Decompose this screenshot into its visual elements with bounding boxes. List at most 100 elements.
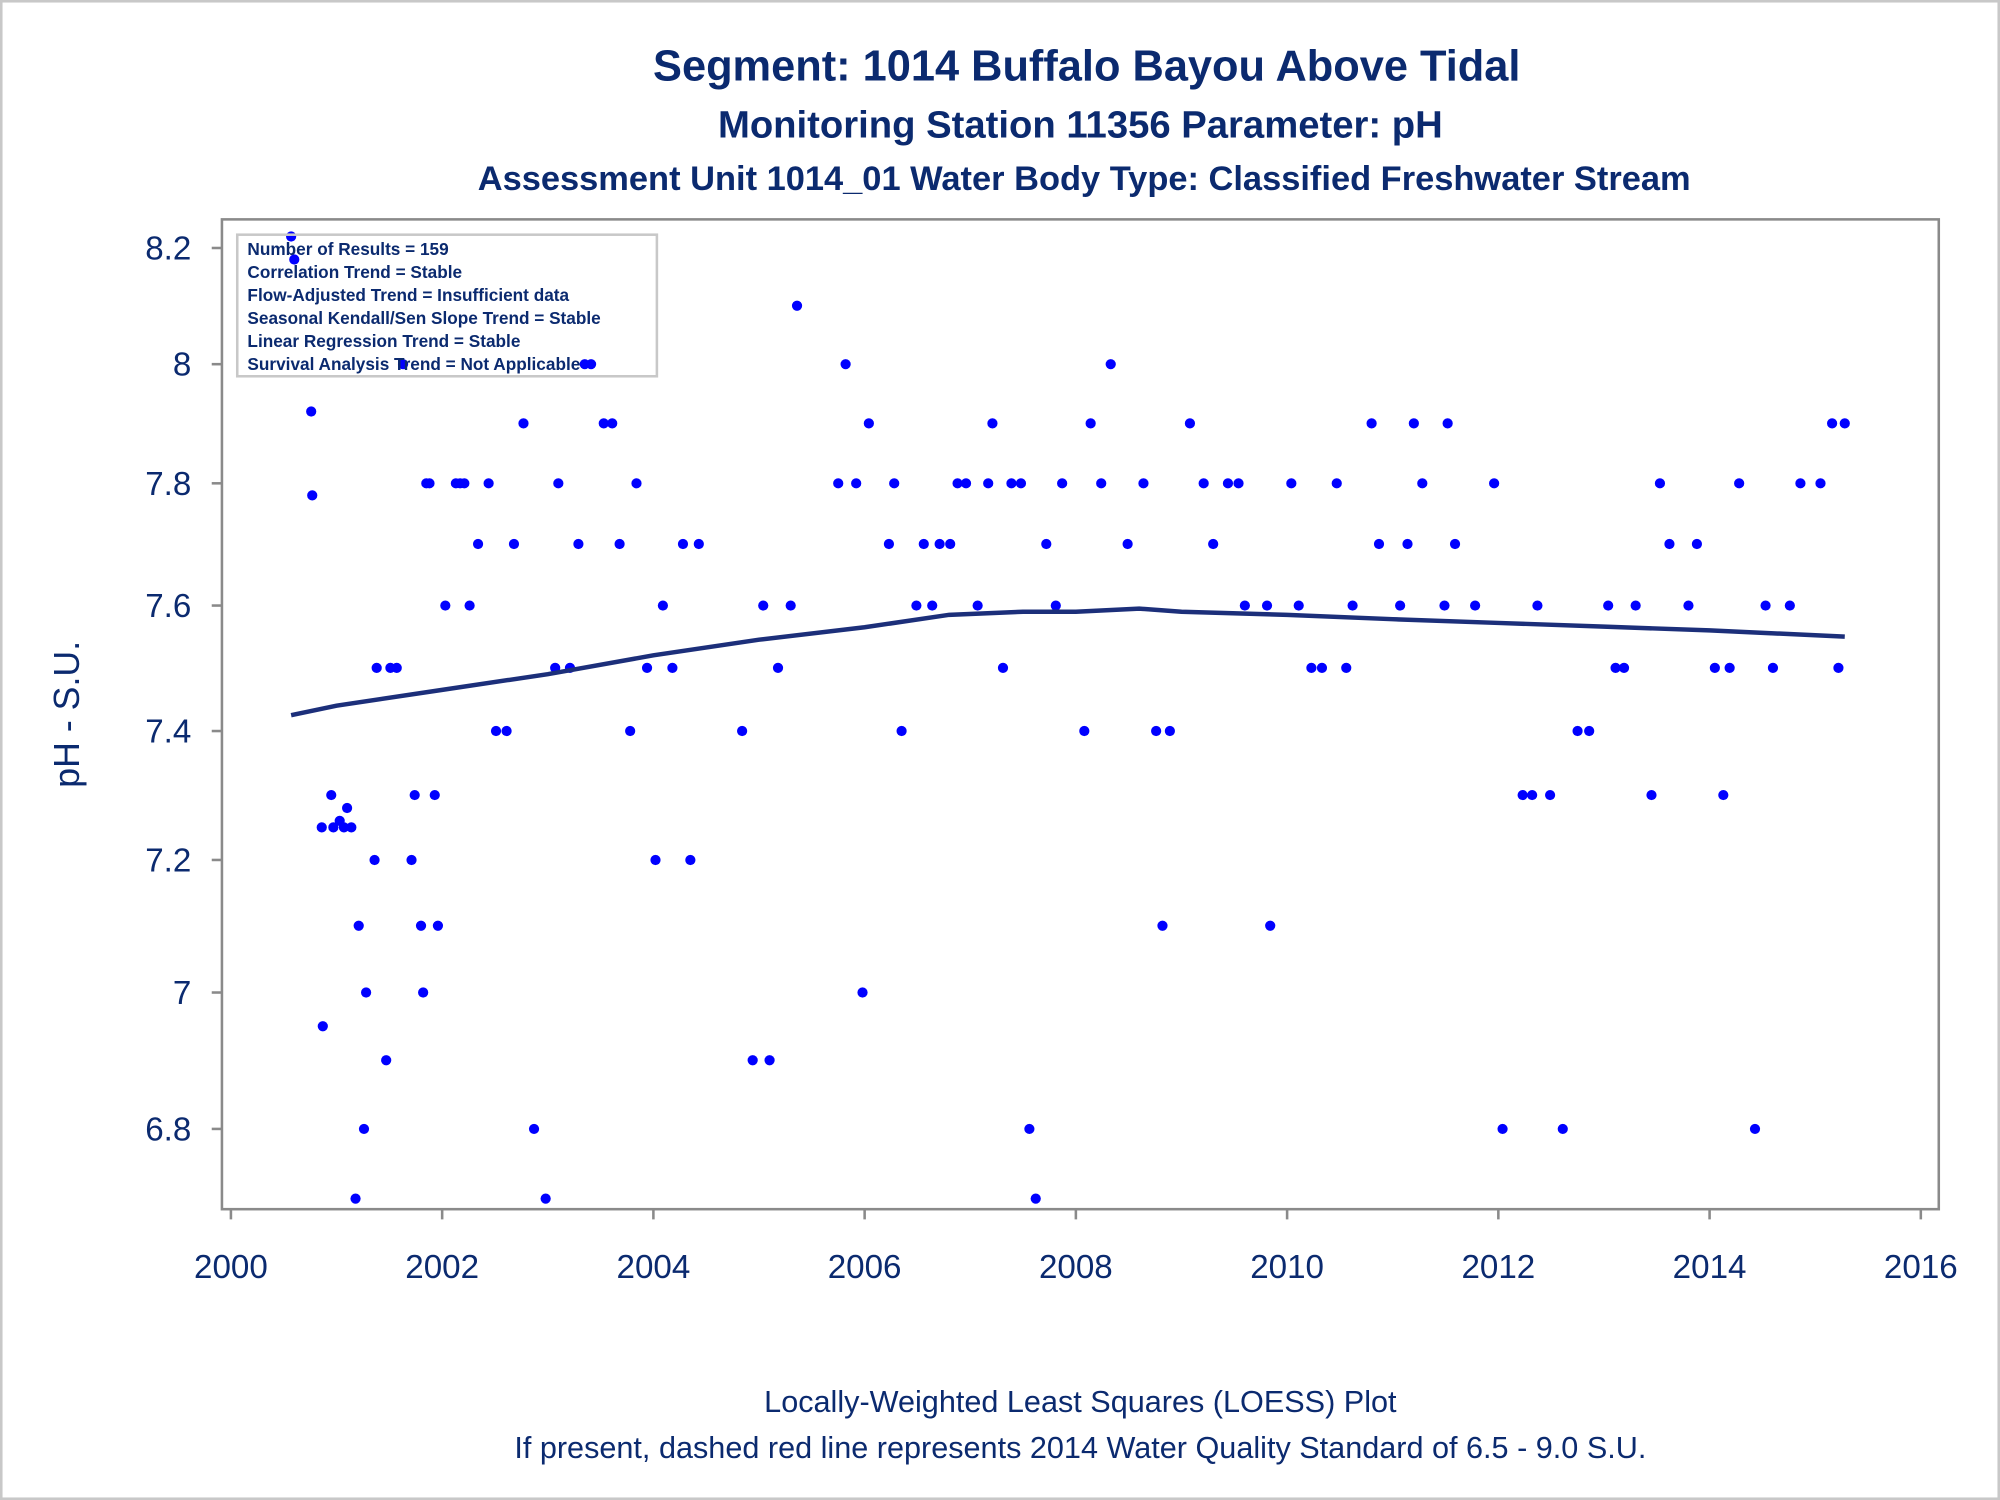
data-point — [1316, 662, 1328, 673]
data-point — [927, 600, 938, 611]
data-point — [987, 418, 998, 429]
x-tick-label: 2006 — [828, 1249, 902, 1286]
data-point — [1532, 600, 1543, 611]
data-point — [1261, 600, 1273, 611]
data-point — [918, 538, 929, 550]
data-point — [341, 802, 353, 814]
data-point — [397, 359, 409, 370]
data-point — [1341, 662, 1352, 673]
data-point — [1618, 662, 1630, 673]
data-point — [1664, 538, 1675, 550]
data-point — [1760, 600, 1771, 611]
data-point — [1610, 662, 1621, 673]
data-point — [518, 418, 529, 429]
y-tick-label: 7.8 — [145, 466, 191, 503]
data-point — [997, 662, 1009, 673]
data-point — [307, 490, 318, 501]
data-point — [440, 600, 451, 611]
data-point — [1006, 478, 1017, 489]
data-point — [1085, 418, 1096, 429]
data-point — [1691, 538, 1703, 550]
y-axis-label: pH - S.U. — [47, 641, 87, 788]
data-point — [1122, 538, 1133, 550]
data-point — [677, 538, 689, 550]
data-point — [353, 920, 364, 931]
data-point — [693, 538, 704, 550]
data-point — [911, 600, 922, 611]
data-point — [1826, 418, 1838, 429]
data-point — [472, 538, 484, 550]
data-point — [631, 478, 642, 489]
chart-title: Segment: 1014 Buffalo Bayou Above Tidal — [653, 42, 1520, 90]
x-tick-label: 2004 — [617, 1249, 691, 1286]
y-tick-label: 7 — [173, 975, 191, 1012]
data-point — [317, 1021, 328, 1032]
data-point — [1239, 600, 1250, 611]
data-point — [306, 406, 317, 417]
data-point — [747, 1055, 758, 1066]
x-tick-label: 2010 — [1250, 1249, 1324, 1286]
data-point — [371, 662, 382, 673]
data-point — [1749, 1123, 1761, 1135]
data-point — [1347, 600, 1358, 611]
data-point — [1718, 789, 1729, 801]
data-point — [1050, 600, 1061, 611]
data-point — [667, 662, 678, 673]
data-point — [429, 789, 440, 801]
data-point — [1767, 662, 1779, 673]
data-point — [614, 538, 625, 550]
data-point — [1439, 600, 1450, 611]
data-point — [501, 725, 512, 737]
data-point — [791, 300, 803, 311]
data-point — [418, 987, 429, 998]
data-point — [1157, 920, 1168, 931]
chart-subtitle: Monitoring Station 11356 Parameter: pH — [718, 104, 1443, 147]
data-point — [464, 600, 475, 611]
data-point — [1709, 662, 1720, 673]
data-point — [945, 538, 956, 550]
data-point — [1015, 478, 1027, 489]
data-point — [483, 478, 494, 489]
data-point — [1408, 418, 1419, 429]
data-point — [983, 478, 994, 489]
data-point — [328, 822, 339, 833]
y-tick-label: 8 — [173, 347, 191, 384]
data-point — [1293, 600, 1304, 611]
data-point — [1572, 725, 1583, 737]
chart-subtitle: Assessment Unit 1014_01 Water Body Type:… — [478, 160, 1691, 198]
data-point — [1603, 600, 1614, 611]
footnote: Locally-Weighted Least Squares (LOESS) P… — [764, 1385, 1397, 1419]
data-point — [424, 478, 435, 489]
data-point — [1489, 478, 1500, 489]
plot-frame — [220, 218, 1941, 1211]
data-point — [1544, 789, 1556, 801]
data-point — [573, 538, 584, 550]
data-point — [1373, 538, 1385, 550]
data-point — [1630, 600, 1641, 611]
data-point — [641, 662, 653, 673]
annotation: Number of Results = 159 — [247, 239, 448, 259]
annotation-box — [235, 233, 659, 378]
data-point — [1724, 662, 1735, 673]
x-tick-label: 2012 — [1461, 1249, 1535, 1286]
y-tick-label: 7.4 — [145, 714, 191, 751]
data-point — [415, 920, 427, 931]
data-point — [369, 854, 380, 866]
annotation: Flow-Adjusted Trend = Insufficient data — [247, 285, 569, 305]
data-point — [1024, 1123, 1035, 1135]
data-point — [1151, 725, 1162, 737]
data-point — [528, 1123, 540, 1135]
data-point — [1795, 478, 1806, 489]
data-point — [657, 600, 669, 611]
data-point — [857, 987, 868, 998]
data-point — [1030, 1193, 1041, 1204]
data-point — [381, 1055, 392, 1066]
data-point — [1815, 478, 1826, 489]
annotation: Survival Analysis Trend = Not Applicable — [247, 354, 580, 374]
data-point — [1584, 725, 1595, 737]
annotation: Linear Regression Trend = Stable — [247, 331, 520, 351]
data-point — [737, 725, 748, 737]
data-point — [896, 725, 907, 737]
y-tick-label: 7.2 — [145, 842, 191, 879]
